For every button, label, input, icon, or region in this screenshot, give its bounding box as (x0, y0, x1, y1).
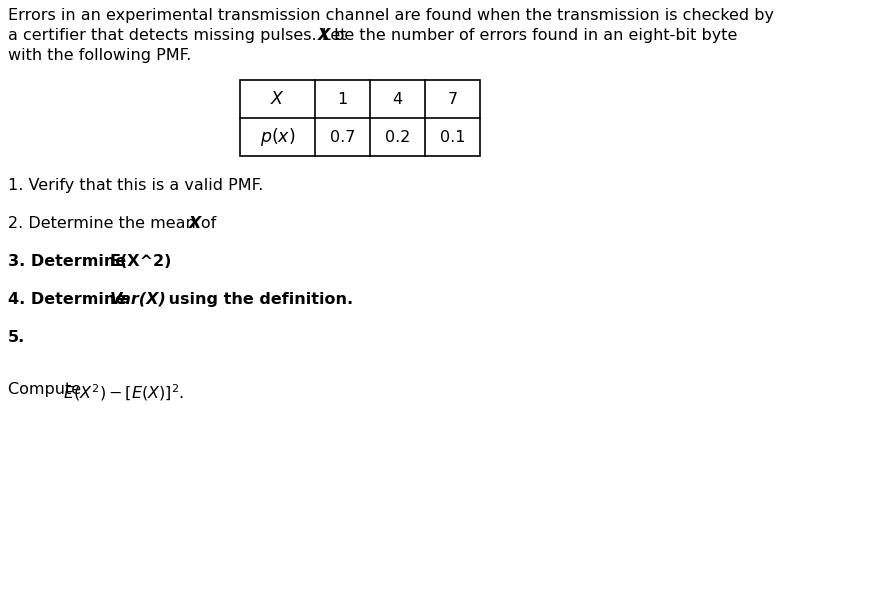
Text: 0.7: 0.7 (329, 130, 355, 144)
Text: 3. Determine: 3. Determine (8, 254, 132, 269)
Text: a certifier that detects missing pulses. Let: a certifier that detects missing pulses.… (8, 28, 351, 43)
Text: 2. Determine the mean of: 2. Determine the mean of (8, 216, 221, 231)
Text: with the following PMF.: with the following PMF. (8, 48, 191, 63)
Text: Var(X): Var(X) (109, 292, 167, 307)
Text: be the number of errors found in an eight-bit byte: be the number of errors found in an eigh… (328, 28, 737, 43)
Text: 7: 7 (447, 91, 457, 107)
Text: X: X (318, 28, 330, 43)
Text: Errors in an experimental transmission channel are found when the transmission i: Errors in an experimental transmission c… (8, 8, 773, 23)
Bar (240, 80, 480, 156)
Text: 0.2: 0.2 (384, 130, 409, 144)
Text: 0.1: 0.1 (439, 130, 465, 144)
Text: $E(X^2) - [E(X)]^2.$: $E(X^2) - [E(X)]^2.$ (63, 382, 184, 403)
Text: 4. Determine: 4. Determine (8, 292, 132, 307)
Text: 4: 4 (392, 91, 402, 107)
Text: X: X (189, 216, 201, 231)
Text: using the definition.: using the definition. (163, 292, 353, 307)
Text: $X$: $X$ (269, 90, 285, 108)
Text: $p(x)$: $p(x)$ (260, 126, 295, 148)
Text: E(X^2): E(X^2) (109, 254, 172, 269)
Text: 1. Verify that this is a valid PMF.: 1. Verify that this is a valid PMF. (8, 178, 263, 193)
Text: Compute: Compute (8, 382, 86, 397)
Text: 5.: 5. (8, 330, 25, 345)
Text: 1: 1 (337, 91, 348, 107)
